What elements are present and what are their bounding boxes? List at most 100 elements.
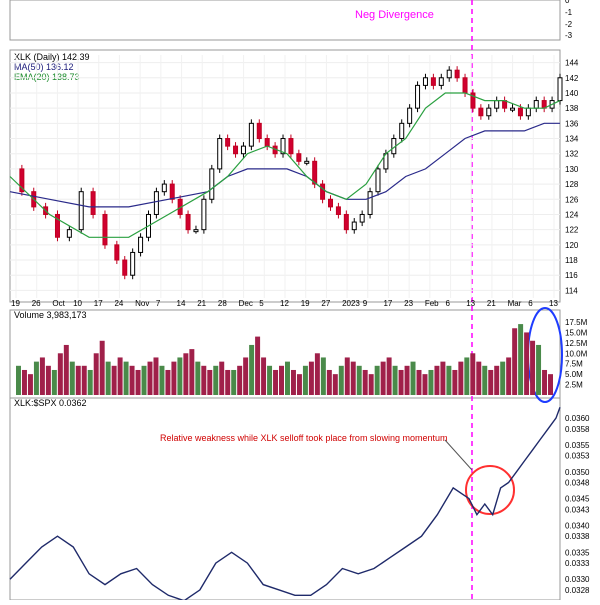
candle-body [193,229,199,233]
rs-tick-label: 0.0360 [565,414,590,423]
rs-tick-label: 0.0333 [565,559,590,568]
volume-bar [231,369,237,395]
price-tick-label: 142 [565,74,579,83]
volume-bar [279,365,284,395]
volume-bar [296,374,302,395]
price-x-tick-label: 17 [383,299,392,308]
volume-bar [458,361,464,395]
candle-body [185,213,191,231]
candle-body [114,244,120,261]
rs-tick-label: 0.0353 [565,452,590,461]
candle-body [102,213,108,246]
volume-tick-label: 7.5M [565,360,583,369]
volume-bar [374,365,380,395]
neg-divergence-label: Neg Divergence [355,9,434,21]
candle-body [217,138,223,170]
price-legend-ma50: MA(50) 136.12 [14,62,74,72]
rs-tick-label: 0.0330 [565,575,590,584]
volume-bar [434,365,440,395]
volume-bar [57,353,63,395]
candle-body [54,213,60,238]
volume-bar [165,369,171,395]
candle-body [438,77,444,86]
volume-bar [494,365,500,395]
volume-bar [452,369,458,395]
candle-body [454,69,460,79]
volume-bar [332,374,338,395]
volume-bar [368,374,374,395]
candle-body [19,168,25,193]
volume-bar [207,369,213,395]
volume-bar [213,365,219,395]
rs-line [9,407,561,602]
volume-bar [261,357,267,395]
candle-body [367,191,373,215]
volume-bar [398,369,404,395]
price-tick-label: 126 [565,195,579,204]
candle-body [328,198,334,208]
volume-bar [488,369,494,395]
volume-bar [464,357,470,395]
price-x-tick-label: 26 [32,299,41,308]
volume-bar [356,365,362,395]
candle-body [478,107,484,117]
candle-body [209,168,215,200]
candle-body [296,153,302,162]
volume-bar [428,369,434,395]
price-x-tick-label: 13 [549,299,558,308]
candle-body [240,145,246,155]
rs-axis: 0.0360 0.0358 0.0355 0.0353 0.0350 0.0348 0.03… [565,414,590,595]
rs-tick-label: 0.0350 [565,468,590,477]
price-x-tick-label: Mar [508,299,522,308]
candle-body [233,145,239,155]
candle-body [169,183,175,200]
volume-legend: Volume 3,983,173 [14,310,87,320]
volume-bar [63,344,69,395]
candle-body [375,168,381,193]
price-tick-label: 136 [565,119,579,128]
candle-body [66,229,72,238]
candle-body [153,191,159,215]
volume-bar [189,349,195,395]
price-x-tick-label: 2023 [342,299,360,308]
candle-body [533,100,539,109]
volume-bar [249,344,255,395]
price-tick-label: 118 [565,256,578,265]
volume-bar [141,365,147,395]
price-tick-label: 140 [565,89,579,98]
volume-bar [93,353,99,395]
volume-bar [225,369,231,395]
volume-bar [308,361,314,395]
volume-tick-label: 10.0M [565,349,588,358]
momentum-axis: 0 -1 -2 -3 [565,0,573,40]
volume-bar [51,369,57,395]
price-x-tick-label: 24 [114,299,123,308]
volume-tick-label: 17.5M [565,318,588,327]
price-x-tick-label: 12 [280,299,289,308]
volume-bar [177,357,183,395]
price-x-tick-label: 9 [363,299,368,308]
candle-body [335,206,341,215]
momentum-tick-label: -2 [565,20,573,29]
volume-bar [440,361,446,395]
volume-bar [219,361,225,395]
price-lines [9,66,563,280]
volume-bar [470,353,476,395]
volume-bar [416,369,422,395]
price-x-tick-label: Nov [135,299,149,308]
price-x-tick-label: 21 [197,299,206,308]
price-tick-label: 124 [565,210,579,219]
candle-body [225,138,231,147]
price-x-tick-label: 7 [156,299,161,308]
price-x-tick-label: 23 [404,299,413,308]
price-x-tick-label: Oct [52,299,65,308]
volume-bar [105,361,111,395]
relative-strength-panel [9,397,561,601]
volume-bar [344,357,350,395]
price-tick-label: 122 [565,226,579,235]
volume-bar [314,353,320,395]
volume-bar [147,361,153,395]
volume-bar [183,353,189,395]
